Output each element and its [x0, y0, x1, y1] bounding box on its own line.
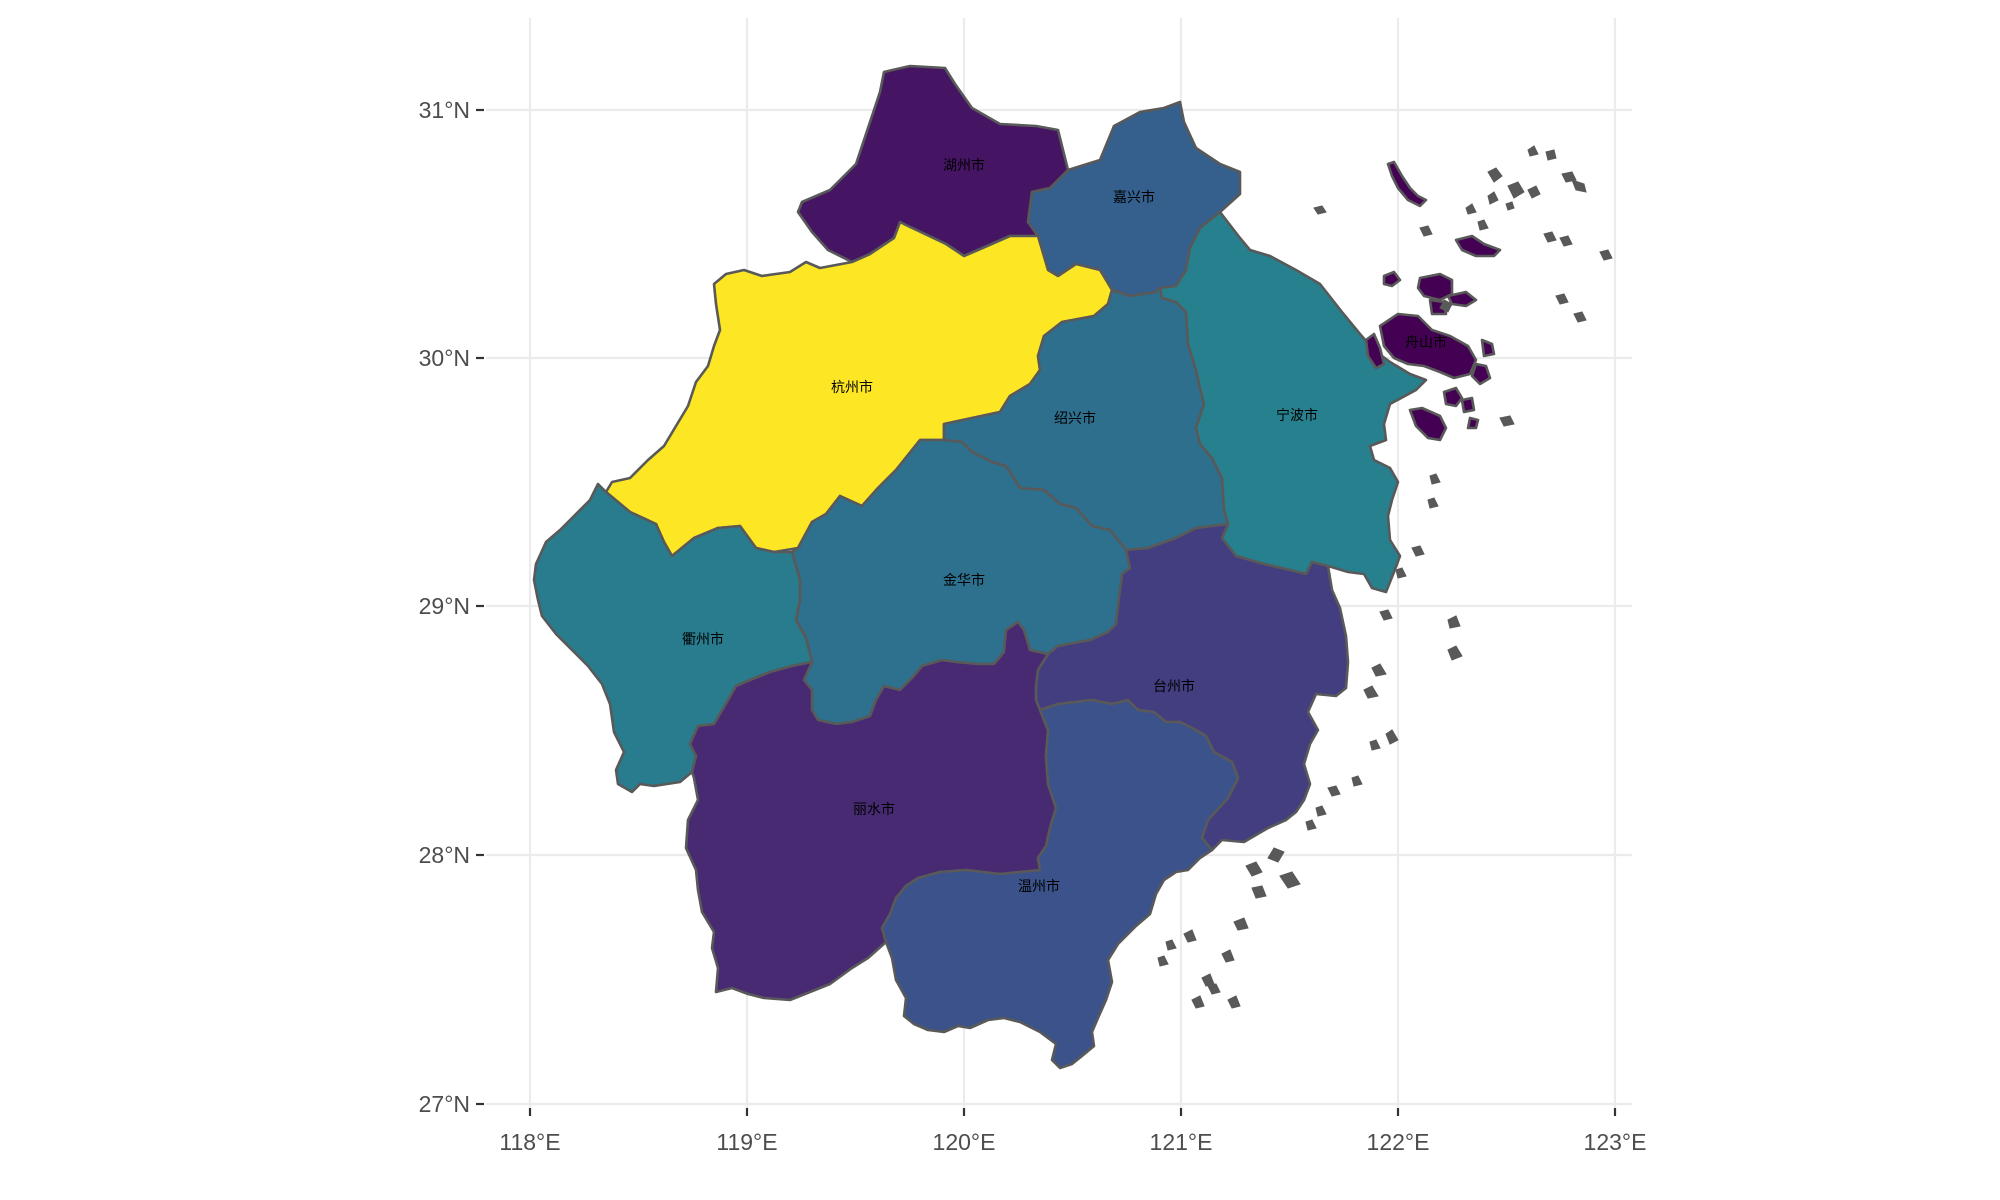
y-axis: 31°N 30°N 29°N 28°N 27°N — [419, 97, 484, 1117]
x-tick-label: 119°E — [716, 1129, 777, 1155]
y-tick-label: 28°N — [419, 842, 470, 868]
x-tick-label: 122°E — [1367, 1129, 1430, 1155]
label-huzhou: 湖州市 — [943, 157, 985, 174]
x-tick-label: 121°E — [1150, 1129, 1213, 1155]
label-zhoushan: 舟山市 — [1405, 334, 1447, 351]
label-ningbo: 宁波市 — [1276, 407, 1318, 424]
y-tick-label: 27°N — [419, 1091, 470, 1117]
y-tick-label: 30°N — [419, 345, 470, 371]
y-tick-label: 29°N — [419, 593, 470, 619]
offshore-islets — [1157, 145, 1613, 1009]
label-lishui: 丽水市 — [853, 801, 895, 818]
region-zhoushan[interactable] — [1364, 160, 1502, 442]
label-quzhou: 衢州市 — [682, 631, 724, 648]
label-wenzhou: 温州市 — [1018, 878, 1060, 895]
region-labels: 湖州市 嘉兴市 杭州市 绍兴市 宁波市 舟山市 金华市 衢州市 台州市 丽水市 … — [682, 157, 1447, 895]
y-tick-label: 31°N — [419, 97, 470, 123]
region-wenzhou[interactable] — [880, 698, 1240, 1070]
label-jinhua: 金华市 — [943, 572, 985, 589]
region-huzhou[interactable] — [796, 64, 1070, 264]
label-jiaxing: 嘉兴市 — [1113, 189, 1155, 206]
label-taizhou: 台州市 — [1153, 678, 1195, 695]
x-tick-label: 120°E — [933, 1129, 996, 1155]
region-ningbo[interactable] — [1158, 210, 1428, 594]
x-tick-label: 123°E — [1584, 1129, 1647, 1155]
label-shaoxing: 绍兴市 — [1054, 410, 1096, 427]
x-tick-label: 118°E — [499, 1129, 560, 1155]
regions — [532, 64, 1613, 1070]
x-axis: 118°E 119°E 120°E 121°E 122°E 123°E — [499, 1108, 1646, 1155]
label-hangzhou: 杭州市 — [831, 379, 873, 396]
